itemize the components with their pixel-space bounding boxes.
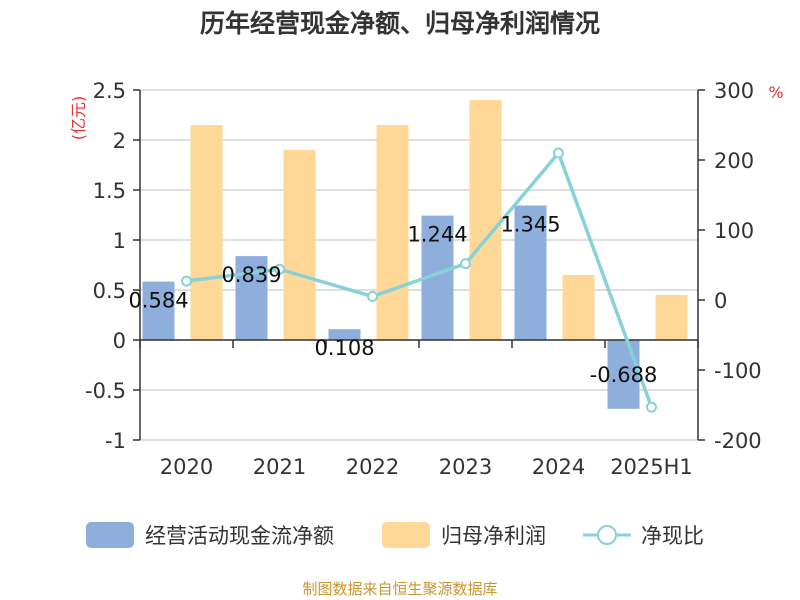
bar-cashflow-2022 bbox=[328, 329, 361, 340]
legend-swatch-ratio-point bbox=[597, 525, 617, 545]
bar-net-profit-2022 bbox=[376, 125, 409, 340]
right-tick-label: 0 bbox=[714, 289, 727, 313]
left-tick-label: -1 bbox=[105, 429, 126, 453]
left-tick-label: 2 bbox=[113, 129, 126, 153]
left-axis-unit: (亿元) bbox=[69, 96, 88, 141]
cashflow-data-label: 0.584 bbox=[128, 289, 188, 313]
left-tick-label: 1 bbox=[113, 229, 126, 253]
category-label: 2021 bbox=[253, 455, 306, 479]
category-label: 2024 bbox=[532, 455, 585, 479]
ratio-point bbox=[646, 401, 657, 413]
bar-cashflow-2020 bbox=[142, 281, 175, 340]
axes bbox=[133, 89, 705, 441]
bar-cashflow-2025H1 bbox=[607, 340, 640, 409]
ratio-point bbox=[274, 263, 285, 275]
cashflow-data-label: 1.244 bbox=[407, 223, 467, 247]
legend-swatch-cashflow bbox=[86, 522, 134, 548]
left-tick-label: 0.5 bbox=[93, 279, 126, 303]
legend-label-cashflow: 经营活动现金流净额 bbox=[145, 524, 334, 548]
right-tick-label: 300 bbox=[714, 79, 754, 103]
cashflow-data-label: 1.345 bbox=[500, 213, 560, 237]
legend: 经营活动现金流净额 归母净利润 净现比 bbox=[86, 522, 704, 548]
ratio-line-path bbox=[186, 151, 654, 408]
legend-label-ratio: 净现比 bbox=[641, 524, 704, 548]
category-label: 2023 bbox=[439, 455, 492, 479]
bar-cashflow-2024 bbox=[514, 205, 547, 340]
bar-net-profit-2024 bbox=[562, 275, 595, 340]
tick-labels: 2.5 2 1.5 1 0.5 0 -0.5 -1 300 200 100 0 -100 -200 2020… bbox=[85, 79, 762, 479]
legend-label-net-profit: 归母净利润 bbox=[441, 524, 546, 548]
chart-title: 历年经营现金净额、归母净利润情况 bbox=[200, 9, 600, 38]
ratio-point bbox=[460, 258, 471, 270]
left-tick-label: -0.5 bbox=[85, 379, 126, 403]
cashflow-data-label: 0.108 bbox=[314, 336, 374, 360]
category-label: 2025H1 bbox=[610, 455, 693, 479]
cashflow-data-label: 0.839 bbox=[221, 263, 281, 287]
right-tick-label: -200 bbox=[714, 429, 762, 453]
data-labels: 0.584 0.839 0.108 1.244 1.345 -0.688 bbox=[128, 213, 657, 387]
category-label: 2022 bbox=[346, 455, 399, 479]
ratio-line bbox=[181, 147, 657, 413]
bar-net-profit-2021 bbox=[283, 150, 316, 340]
right-tick-label: 100 bbox=[714, 219, 754, 243]
ratio-point bbox=[181, 275, 192, 287]
legend-swatch-net-profit bbox=[382, 522, 430, 548]
left-tick-label: 2.5 bbox=[93, 79, 126, 103]
bar-net-profit-2025H1 bbox=[655, 295, 688, 340]
ratio-point bbox=[367, 291, 378, 302]
right-axis-unit: % bbox=[768, 83, 783, 102]
bar-net-profit-2020 bbox=[190, 125, 223, 340]
left-tick-label: 0 bbox=[113, 329, 126, 353]
right-tick-label: -100 bbox=[714, 359, 762, 383]
ratio-point bbox=[553, 147, 564, 159]
bar-net-profit-2023 bbox=[469, 100, 502, 340]
source-note: 制图数据来自恒生聚源数据库 bbox=[302, 580, 497, 598]
category-label: 2020 bbox=[160, 455, 213, 479]
bars bbox=[142, 100, 688, 409]
cashflow-data-label: -0.688 bbox=[590, 363, 658, 387]
left-tick-label: 1.5 bbox=[93, 179, 126, 203]
right-tick-label: 200 bbox=[714, 149, 754, 173]
